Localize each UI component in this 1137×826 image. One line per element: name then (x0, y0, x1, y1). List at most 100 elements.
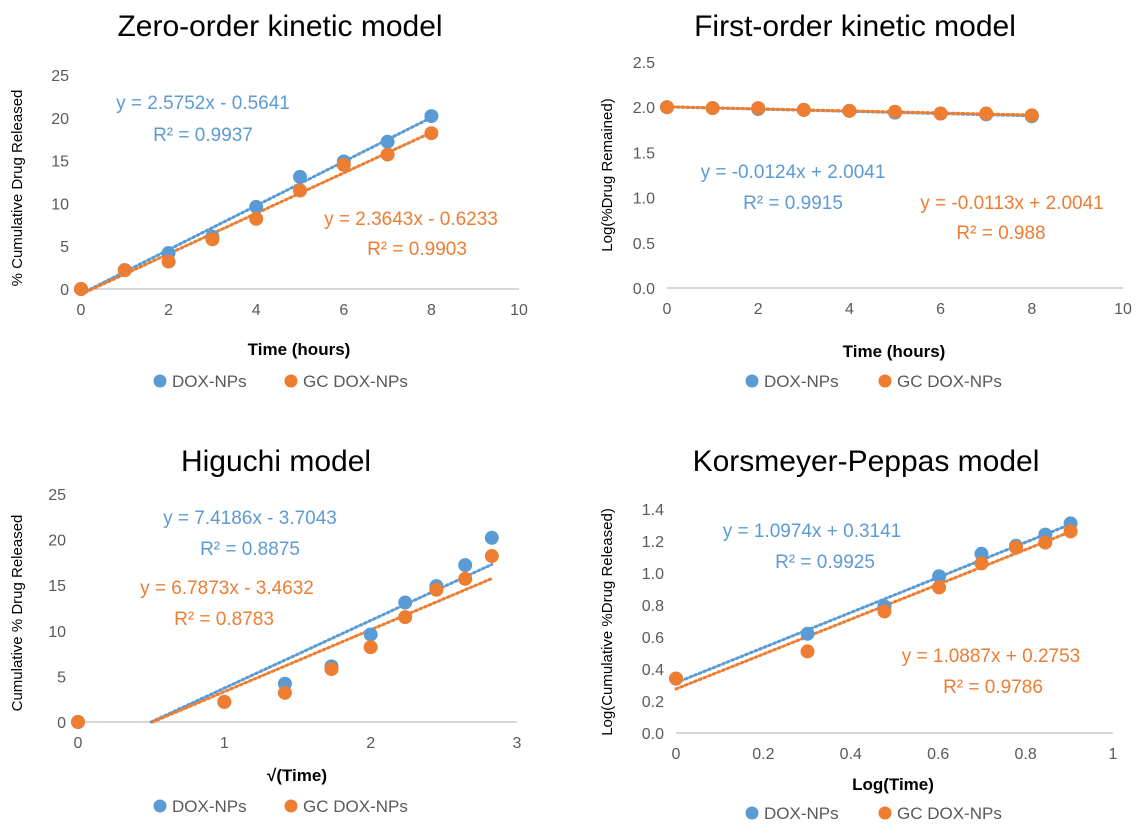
data-point (1038, 535, 1053, 550)
data-point (933, 106, 948, 121)
data-point (277, 685, 292, 700)
legend-dox-label: DOX-NPs (764, 372, 839, 391)
y-tick-label: 10 (48, 624, 66, 641)
x-axis-label: Log(Time) (852, 775, 934, 794)
x-tick-label: 8 (1027, 301, 1036, 318)
data-point (324, 659, 339, 674)
x-tick-label: 10 (1114, 301, 1132, 318)
x-tick-label: 4 (252, 302, 261, 319)
data-point (877, 604, 892, 619)
data-point (974, 546, 989, 561)
y-tick-label: 20 (51, 111, 69, 128)
data-point (293, 169, 307, 184)
data-point (932, 569, 947, 584)
legend-gc-label: GC DOX-NPs (303, 797, 408, 816)
data-point (277, 676, 292, 691)
legend-dox-label: DOX-NPs (172, 797, 247, 816)
x-tick-label: 0.8 (1014, 746, 1036, 763)
data-point (932, 580, 947, 595)
data-point (398, 610, 413, 625)
data-point (205, 229, 220, 244)
x-tick-label: 0.4 (840, 746, 862, 763)
gc-r2: R² = 0.988 (956, 223, 1045, 244)
data-point (161, 246, 176, 261)
data-point (796, 102, 811, 117)
y-tick-label: 25 (51, 68, 69, 85)
data-point (796, 102, 811, 117)
y-tick-label: 0 (57, 715, 66, 732)
plot-area: 0 0.2 0.4 0.6 0.8 1 0.0 0.2 0.4 0.6 0.8 1.0 1.2 1.4 (642, 502, 1118, 763)
data-point (74, 282, 88, 296)
data-point (979, 106, 994, 121)
data-point (974, 556, 989, 571)
data-point (660, 100, 674, 115)
chart-title: Higuchi model (181, 445, 371, 478)
y-tick-label: 0.0 (633, 281, 655, 298)
data-point (751, 101, 766, 116)
x-tick-label: 0 (672, 746, 681, 763)
data-point (705, 101, 720, 116)
data-point (1063, 516, 1078, 531)
data-point (484, 549, 499, 564)
gc-equation: y = 1.0887x + 0.2753 (902, 646, 1081, 667)
y-axis-label: Log(Cumulative %Drug Released) (599, 508, 616, 736)
data-point (751, 102, 766, 117)
data-point (117, 263, 132, 278)
legend-dox-label: DOX-NPs (172, 372, 247, 391)
data-point (293, 183, 307, 198)
trendline (665, 105, 1034, 118)
data-point (71, 715, 85, 729)
legend-dox-marker (745, 806, 759, 820)
x-tick-label: 1 (1109, 746, 1118, 763)
x-tick-label: 0 (74, 735, 83, 752)
data-point (888, 105, 902, 120)
x-tick-label: 8 (427, 302, 436, 319)
y-tick-label: 0.8 (642, 598, 664, 615)
chart-title: Korsmeyer-Peppas model (693, 445, 1040, 478)
legend: DOX-NPs GC DOX-NPs (153, 372, 408, 391)
y-tick-label: 0.6 (642, 630, 664, 647)
chart-title: First-order kinetic model (694, 10, 1016, 43)
data-point (336, 157, 351, 172)
y-tick-label: 5 (60, 239, 69, 256)
x-tick-label: 2 (366, 735, 375, 752)
data-point (71, 715, 85, 729)
legend-dox-marker (153, 799, 167, 813)
trendline (79, 130, 433, 296)
legend-gc-marker (284, 799, 298, 813)
data-point (336, 154, 351, 169)
trendline (149, 562, 494, 724)
data-point (424, 109, 439, 124)
dox-r2: R² = 0.9937 (153, 125, 253, 146)
x-axis-label: √(Time) (267, 766, 327, 785)
data-point (842, 103, 857, 118)
y-axis-label: % Cumulative Drug Released (9, 90, 26, 287)
data-point (669, 671, 683, 686)
legend: DOX-NPs GC DOX-NPs (153, 797, 408, 816)
legend-gc-marker (878, 374, 892, 388)
dox-equation: y = -0.0124x + 2.0041 (701, 162, 886, 183)
x-axis-label: Time (hours) (248, 340, 351, 359)
y-axis-label: Log(%Drug Remained) (599, 98, 616, 251)
data-point (380, 134, 395, 149)
data-point (1038, 527, 1053, 542)
plot-area: 0 2 4 6 8 10 0 5 10 15 20 25 (51, 68, 528, 319)
y-tick-label: 0.2 (642, 694, 664, 711)
legend-gc-label: GC DOX-NPs (303, 372, 408, 391)
x-tick-label: 0.2 (752, 746, 774, 763)
data-point (1024, 108, 1039, 123)
data-point (877, 599, 892, 614)
data-point (888, 104, 902, 119)
data-point (800, 644, 815, 659)
y-tick-label: 1.2 (642, 534, 664, 551)
x-tick-label: 2 (164, 302, 173, 319)
y-tick-label: 1.5 (633, 145, 655, 162)
plot-area: 0 2 4 6 8 10 0.0 0.5 1.0 1.5 2.0 2.5 (633, 55, 1132, 318)
data-point (1024, 109, 1039, 124)
y-tick-label: 15 (51, 154, 69, 171)
data-point (429, 579, 444, 594)
